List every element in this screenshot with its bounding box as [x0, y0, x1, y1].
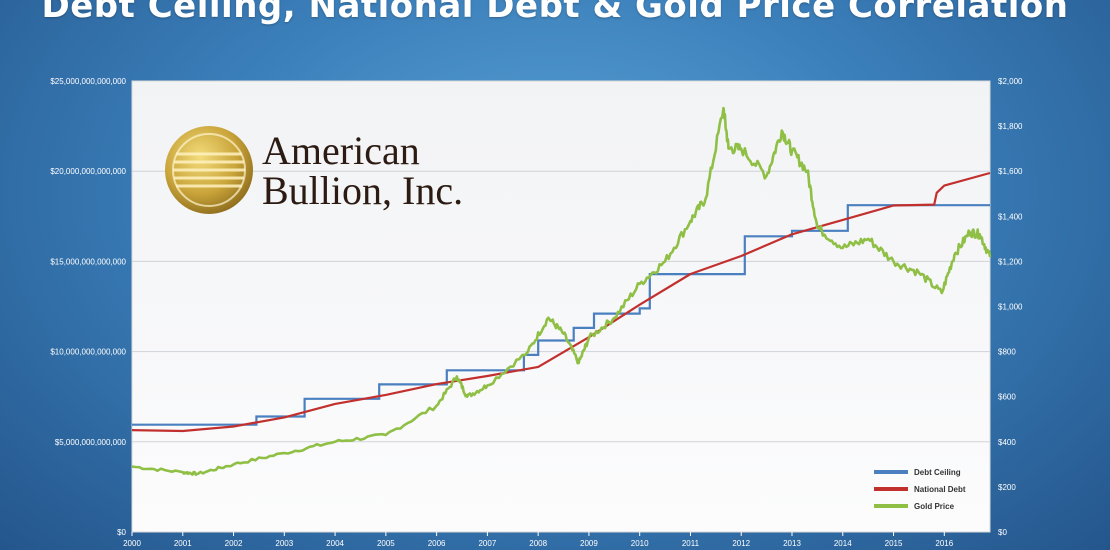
x-tick-label: 2015 — [885, 539, 903, 548]
logo-text-line2: Bullion, Inc. — [262, 168, 463, 213]
y-right-tick-label: $800 — [998, 348, 1016, 357]
legend: Debt Ceiling National Debt Gold Price — [874, 468, 966, 511]
y-right-tick-label: $1,400 — [998, 212, 1023, 221]
y-left-tick-label: $25,000,000,000,000 — [50, 77, 126, 86]
gridlines — [132, 170, 990, 443]
series-line-debt-ceiling — [132, 204, 990, 426]
y-right-tick-label: $600 — [998, 393, 1016, 402]
series-group — [131, 106, 992, 476]
x-tick-label: 2005 — [377, 539, 395, 548]
legend-label-national-debt: National Debt — [914, 485, 966, 494]
x-tick-label: 2008 — [529, 539, 547, 548]
y-axis-right: $0 $200 $400 $600 $800 $1,000 $1,200 $1,400 $1,6… — [998, 77, 1023, 537]
legend-label-debt-ceiling: Debt Ceiling — [914, 468, 961, 477]
y-right-tick-label: $1,800 — [998, 122, 1023, 131]
x-tick-label: 2010 — [631, 539, 649, 548]
x-tick-label: 2000 — [123, 539, 141, 548]
y-right-tick-label: $1,000 — [998, 303, 1023, 312]
legend-label-gold-price: Gold Price — [914, 502, 955, 511]
y-right-tick-label: $2,000 — [998, 77, 1023, 86]
y-right-tick-label: $400 — [998, 438, 1016, 447]
series-line-national-debt — [131, 171, 991, 433]
series-line-gold-price — [131, 106, 992, 476]
x-tick-label: 2012 — [732, 539, 750, 548]
y-right-tick-label: $1,600 — [998, 167, 1023, 176]
x-tick-label: 2003 — [275, 539, 293, 548]
y-right-tick-label: $200 — [998, 483, 1016, 492]
x-tick-label: 2013 — [783, 539, 801, 548]
x-tick-label: 2014 — [834, 539, 852, 548]
y-axis-left: $0 $5,000,000,000,000 $10,000,000,000,000 $… — [50, 77, 126, 537]
x-tick-label: 2007 — [478, 539, 496, 548]
logo: American Bullion, Inc. — [165, 126, 463, 214]
x-tick-label: 2016 — [935, 539, 953, 548]
x-tick-label: 2011 — [682, 539, 700, 548]
x-axis: 2000 2001 2002 2003 2004 2005 2006 2007 2008 2009… — [123, 532, 954, 548]
plot-area — [131, 80, 991, 533]
logo-text-line1: American — [262, 128, 420, 173]
x-tick-label: 2004 — [326, 539, 344, 548]
x-tick-label: 2001 — [174, 539, 192, 548]
chart-title: Debt Ceiling, National Debt & Gold Price… — [41, 0, 1069, 26]
x-tick-label: 2009 — [580, 539, 598, 548]
y-left-tick-label: $0 — [117, 528, 126, 537]
y-right-tick-label: $0 — [998, 528, 1007, 537]
y-right-tick-label: $1,200 — [998, 257, 1023, 266]
y-left-tick-label: $20,000,000,000,000 — [50, 167, 126, 176]
x-tick-label: 2006 — [428, 539, 446, 548]
y-left-tick-label: $15,000,000,000,000 — [50, 257, 126, 266]
y-left-tick-label: $10,000,000,000,000 — [50, 348, 126, 357]
x-tick-label: 2002 — [225, 539, 243, 548]
y-left-tick-label: $5,000,000,000,000 — [55, 438, 127, 447]
